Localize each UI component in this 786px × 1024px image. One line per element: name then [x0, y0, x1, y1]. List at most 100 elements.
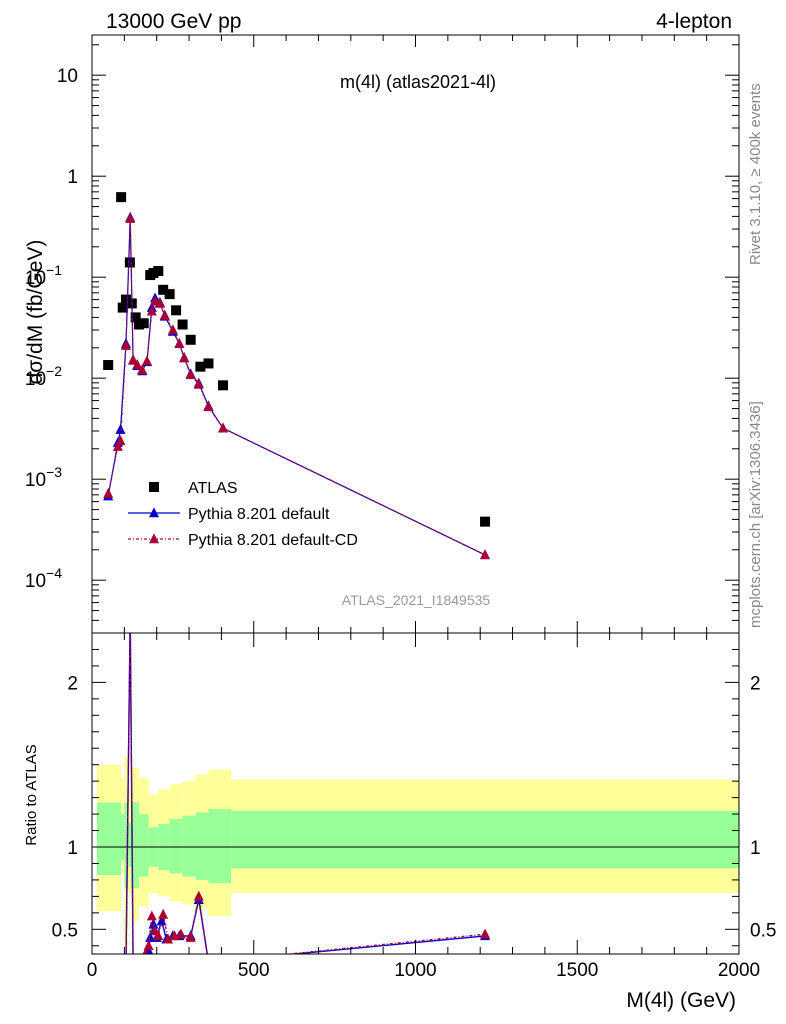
legend-item: Pythia 8.201 default [128, 506, 330, 523]
main-ytick-label: 10−2 [25, 363, 62, 390]
ratio-series-pythia-default-cd [125, 633, 491, 954]
ratio-panel: 0 500 1000 1500 2000 0.5 0.5 1 1 2 2 Ratio to ATLA… [23, 632, 776, 1012]
mc-data-point [159, 309, 170, 320]
atlas-data-point [130, 312, 141, 323]
ratio-data-point [480, 928, 491, 939]
mc-data-point [115, 423, 126, 434]
mc-data-point [179, 352, 190, 363]
x-tick-label: 1500 [556, 960, 598, 981]
mc-data-point [193, 378, 204, 389]
legend-label: Pythia 8.201 default-CD [188, 532, 358, 549]
mc-data-point [167, 324, 178, 335]
legend-label: Pythia 8.201 default [188, 506, 330, 523]
mc-data-point [120, 339, 131, 350]
ratio-band-green [208, 809, 232, 884]
ratio-data-point [142, 948, 149, 954]
atlas-data-point [480, 516, 491, 527]
ratio-data-point [153, 930, 164, 941]
x-tick-label: 0 [87, 960, 98, 981]
ratio-data-point [163, 933, 174, 944]
ratio-band-green [96, 802, 122, 875]
plot-title: m(4l) (atlas2021-4l) [340, 72, 496, 92]
analysis-watermark: ATLAS_2021_I1849535 [342, 592, 491, 608]
mc-data-point [218, 422, 229, 433]
ratio-data-point [185, 931, 196, 942]
ratio-data-point [143, 940, 154, 951]
legend-item: Pythia 8.201 default-CD [128, 532, 358, 549]
ratio-ytick-label: 1 [67, 838, 78, 859]
mc-data-point [141, 355, 152, 366]
ratio-data-point [145, 931, 156, 942]
x-tick-label: 2000 [718, 960, 760, 981]
atlas-data-point [117, 302, 128, 313]
ratio-ytick-label-right: 0.5 [750, 920, 776, 941]
mcplots-reference-label: mcplots.cern.ch [arXiv:1306.3436] [747, 401, 764, 628]
x-axis-label: M(4l) (GeV) [626, 989, 736, 1012]
mc-data-point [203, 401, 214, 412]
ratio-data-point [175, 928, 186, 939]
atlas-data-point [158, 284, 169, 295]
main-axis-ticks: 10−4 10−3 10−2 10−1 1 10 [25, 35, 740, 634]
mc-data-point [112, 440, 123, 451]
legend-marker [149, 507, 159, 518]
main-ytick-label: 10−3 [25, 464, 62, 491]
mc-data-point [128, 354, 139, 365]
ratio-uncertainty-bands [96, 756, 740, 946]
ratio-data-point [158, 908, 169, 919]
main-series-group [103, 192, 491, 560]
mc-data-point [115, 435, 126, 446]
legend-label: ATLAS [188, 480, 238, 497]
main-ytick-label: 10 [57, 66, 78, 87]
main-ytick-label: 10−1 [25, 262, 62, 289]
ratio-series-group [125, 633, 491, 954]
ratio-data-point [146, 910, 157, 921]
ratio-band-green [121, 814, 125, 861]
atlas-data-point [103, 360, 114, 371]
main-y-axis-label: dσ/dM (fb/GeV) [24, 240, 47, 385]
ratio-band-green [182, 815, 196, 877]
mc-data-point [137, 364, 148, 375]
mc-data-point [185, 369, 196, 380]
ratio-ytick-label: 2 [67, 673, 78, 694]
legend: ATLAS Pythia 8.201 default Pythia 8.201 de… [128, 480, 358, 549]
mc-data-point [125, 212, 136, 223]
atlas-data-point [164, 289, 175, 300]
atlas-data-point [138, 318, 149, 329]
header-energy-label: 13000 GeV pp [106, 10, 241, 33]
ratio-ytick-label: 0.5 [52, 920, 78, 941]
x-tick-label: 500 [238, 960, 270, 981]
ratio-series-clipped [125, 633, 491, 954]
ratio-band-green [124, 802, 129, 889]
mc-data-point [146, 305, 157, 316]
atlas-data-point [153, 266, 164, 277]
atlas-data-point [116, 192, 127, 203]
ratio-axis-ticks: 0 500 1000 1500 2000 0.5 0.5 1 1 2 2 [52, 633, 776, 981]
series-line [107, 218, 486, 556]
atlas-data-point [218, 380, 229, 391]
mc-data-point [154, 297, 165, 308]
ratio-ytick-label-right: 1 [750, 838, 761, 859]
ratio-band-green [138, 814, 149, 877]
atlas-data-point [185, 334, 196, 345]
mc-data-point [174, 337, 185, 348]
main-plot-frame [91, 34, 740, 634]
mc-data-point [480, 549, 491, 560]
legend-item: ATLAS [149, 480, 238, 497]
atlas-data-point [120, 294, 131, 305]
ratio-band-green [131, 802, 139, 889]
ratio-y-axis-label: Ratio to ATLAS [23, 744, 40, 845]
atlas-data-point [203, 358, 214, 369]
x-tick-label: 1000 [394, 960, 436, 981]
mc-data-point [132, 359, 143, 369]
main-ytick-label: 1 [67, 167, 78, 188]
atlas-data-point [177, 319, 188, 330]
ratio-band-green [195, 812, 209, 880]
ratio-band-green [169, 819, 183, 874]
ratio-band-green [231, 810, 740, 869]
ratio-band-green [128, 822, 132, 867]
rivet-version-label: Rivet 3.1.10, ≥ 400k events [747, 83, 764, 265]
atlas-data-point [124, 257, 135, 268]
series-pythia-default-cd [103, 212, 491, 560]
ratio-series-line [125, 633, 486, 954]
ratio-ytick-label-right: 2 [750, 673, 761, 694]
